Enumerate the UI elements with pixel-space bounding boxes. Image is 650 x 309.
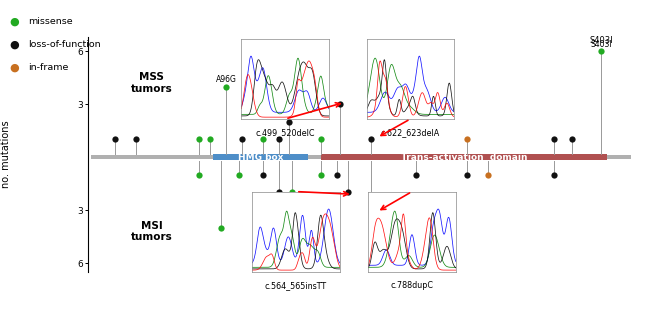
Text: c.564_565insTT: c.564_565insTT xyxy=(265,281,327,290)
Text: MSI
tumors: MSI tumors xyxy=(131,221,173,242)
Text: c.622_623delA: c.622_623delA xyxy=(381,128,440,137)
Text: c.499_520delC: c.499_520delC xyxy=(255,128,315,137)
Text: MSS
tumors: MSS tumors xyxy=(131,72,173,94)
Text: S403I: S403I xyxy=(591,40,612,49)
Bar xyxy=(91,155,630,159)
Bar xyxy=(213,154,308,160)
Text: A96G: A96G xyxy=(215,75,237,84)
Text: S403I: S403I xyxy=(590,36,613,45)
Text: in-frame: in-frame xyxy=(28,63,68,73)
Text: ●: ● xyxy=(10,63,20,73)
Text: Trans-activation  domain: Trans-activation domain xyxy=(400,153,527,162)
Text: loss-of-function: loss-of-function xyxy=(28,40,101,49)
Text: ●: ● xyxy=(10,17,20,27)
Text: missense: missense xyxy=(28,17,73,26)
Text: no. mutations: no. mutations xyxy=(1,121,12,188)
Bar xyxy=(321,154,606,160)
Text: c.788dupC: c.788dupC xyxy=(391,281,434,290)
Text: HMG box: HMG box xyxy=(237,153,283,162)
Text: ●: ● xyxy=(10,40,20,50)
